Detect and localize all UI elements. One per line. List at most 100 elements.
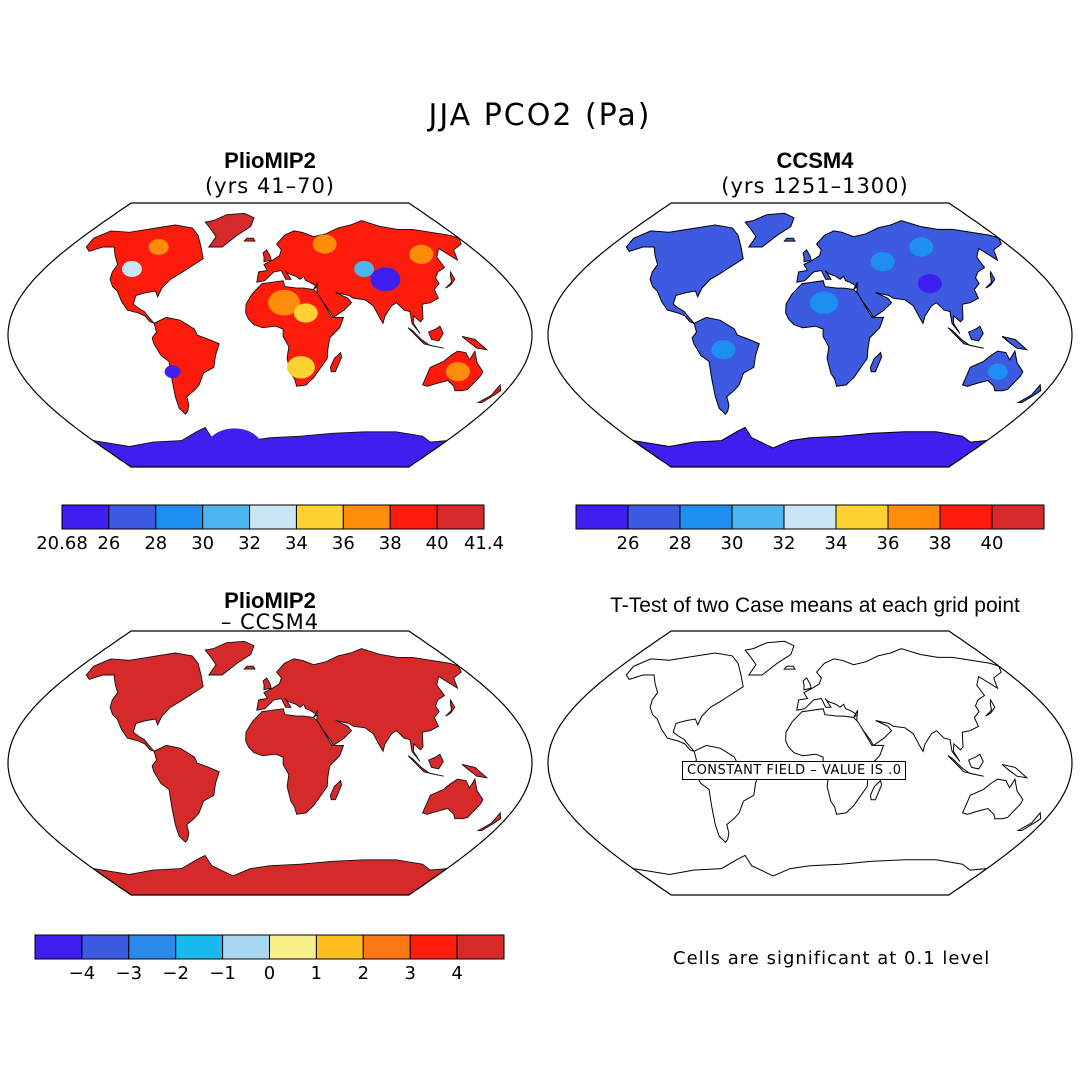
colorbar-ccsm4-swatch	[835, 504, 889, 530]
colorbar-ccsm4-swatch	[887, 504, 941, 530]
colorbar-pliomip2-tick-label: 30	[191, 533, 214, 554]
landmass-arabia-link	[313, 709, 319, 718]
colorbar-difference-swatch	[362, 934, 411, 960]
landmass-uk	[262, 249, 272, 263]
dark-patch-tibet	[917, 274, 942, 294]
landmass-borneo	[967, 753, 984, 770]
map-border	[547, 202, 1073, 468]
blue-patch-tibet	[370, 267, 401, 292]
light-patch-rockies	[121, 261, 142, 277]
colorbar-difference-swatch	[81, 934, 130, 960]
colorbar-pliomip2-swatch	[249, 504, 297, 530]
colorbar-difference-swatch	[175, 934, 224, 960]
blue-patch-antarctica	[204, 428, 265, 467]
colorbar-ccsm4-swatch	[731, 504, 785, 530]
colorbar-pliomip2-swatch	[342, 504, 391, 530]
colorbar-difference-tick-label: −4	[69, 963, 96, 984]
landmass-indonesia	[407, 327, 444, 349]
colorbar-pliomip2-tick-label: 28	[144, 533, 167, 554]
significance-note: Cells are significant at 0.1 level	[673, 948, 991, 969]
colorbar-pliomip2-tick-label: 34	[285, 533, 308, 554]
yellow-patch-sahel	[293, 303, 318, 323]
blue-patch-australia	[987, 363, 1008, 380]
panel-subtitle-ccsm4: (yrs 1251–1300)	[721, 174, 909, 198]
colorbar-pliomip2-tick-label: 40	[426, 533, 449, 554]
colorbar-ccsm4-tick-label: 38	[929, 533, 952, 554]
colorbar-difference-tick-label: 4	[451, 963, 462, 984]
orange-patch-siberia	[409, 244, 434, 264]
landmass-indonesia	[407, 755, 444, 777]
landmass-greenland	[744, 640, 795, 676]
panel-subtitle-difference: – CCSM4	[220, 610, 320, 634]
colorbar-difference-swatch	[315, 934, 364, 960]
panel-subtitle-pliomip2: (yrs 41–70)	[204, 174, 335, 198]
colorbar-ccsm4-swatch	[939, 504, 993, 530]
landmass-borneo	[428, 325, 444, 342]
colorbar-difference-tick-label: 1	[311, 963, 322, 984]
colorbar-pliomip2-swatch	[389, 504, 438, 530]
colorbar-pliomip2-swatch	[295, 504, 344, 530]
colorbar-difference-swatch	[128, 934, 177, 960]
colorbar-pliomip2-swatch	[155, 504, 204, 530]
landmass-indonesia	[947, 755, 984, 777]
landmass-australia	[421, 777, 484, 820]
landmass-indonesia	[947, 327, 984, 349]
landmass-eurasia	[256, 648, 462, 762]
colorbar-ccsm4-tick-label: 34	[825, 533, 848, 554]
colorbar-difference-tick-label: 3	[404, 963, 415, 984]
colorbar-difference-tick-label: −3	[116, 963, 143, 984]
colorbar-difference-swatch	[269, 934, 317, 960]
landmass-south-america	[691, 744, 760, 843]
colorbar-ccsm4-tick-label: 32	[773, 533, 796, 554]
landmass-africa	[245, 708, 345, 815]
map-difference	[7, 630, 533, 896]
colorbar-pliomip2-swatch	[61, 504, 110, 530]
landmass-antarctica	[632, 854, 989, 895]
landmass-madagascar	[329, 779, 343, 801]
landmass-japan	[445, 698, 456, 717]
landmass-north-america	[85, 652, 204, 753]
landmass-japan	[985, 270, 996, 289]
cyan-patch-central-asia	[354, 261, 375, 277]
panel-title-difference: PlioMIP2	[224, 588, 316, 613]
colorbar-ccsm4-swatch	[991, 504, 1045, 530]
landmass-north-america	[625, 224, 744, 325]
colorbar-difference: −4 −3 −2 −1 0 1 2 3 4	[34, 934, 505, 984]
colorbar-pliomip2-tick-label: 26	[97, 533, 120, 554]
colorbar-pliomip2-tick-label: 36	[332, 533, 355, 554]
colorbar-pliomip2-tick-label: 32	[238, 533, 261, 554]
colorbar-difference-swatch	[456, 934, 505, 960]
landmass-borneo	[967, 325, 984, 342]
landmass-antarctica	[92, 854, 449, 895]
landmass-arabia-link	[853, 709, 859, 718]
landmass-iceland	[783, 665, 796, 670]
landmass-eurasia	[796, 648, 1002, 762]
landmass-uk	[802, 249, 812, 263]
colorbar-ccsm4-swatch	[783, 504, 837, 530]
yellow-patch-kalahari	[286, 356, 315, 379]
landmass-north-america	[85, 224, 204, 325]
colorbar-ccsm4: 26 28 30 32 34 36 38 40	[575, 504, 1045, 554]
constant-field-label: CONSTANT FIELD – VALUE IS .0	[682, 761, 907, 780]
landmass-eurasia	[796, 220, 1002, 334]
landmass-japan	[445, 270, 456, 289]
landmass-antarctica	[632, 426, 989, 467]
landmass-south-america	[151, 316, 220, 415]
panel-title-pliomip2: PlioMIP2	[224, 148, 316, 173]
landmass-madagascar	[869, 779, 883, 801]
colorbar-difference-swatch	[222, 934, 271, 960]
map-border	[547, 630, 1073, 896]
landmass-australia	[961, 777, 1024, 820]
colorbar-ccsm4-tick-label: 30	[721, 533, 744, 554]
landmass-new-guinea	[461, 764, 489, 779]
landmass-newzealand	[1016, 383, 1042, 403]
landmass-africa	[785, 280, 885, 387]
orange-patch-canada	[148, 239, 169, 255]
blue-patch-amazon	[711, 340, 736, 360]
landmass-arabia-link	[313, 281, 319, 290]
colorbar-pliomip2-swatch	[202, 504, 251, 530]
orange-patch-sahara	[268, 289, 301, 316]
landmass-uk	[802, 677, 812, 691]
colorbar-ccsm4-swatch	[679, 504, 733, 530]
colorbar-difference-swatch	[34, 934, 83, 960]
